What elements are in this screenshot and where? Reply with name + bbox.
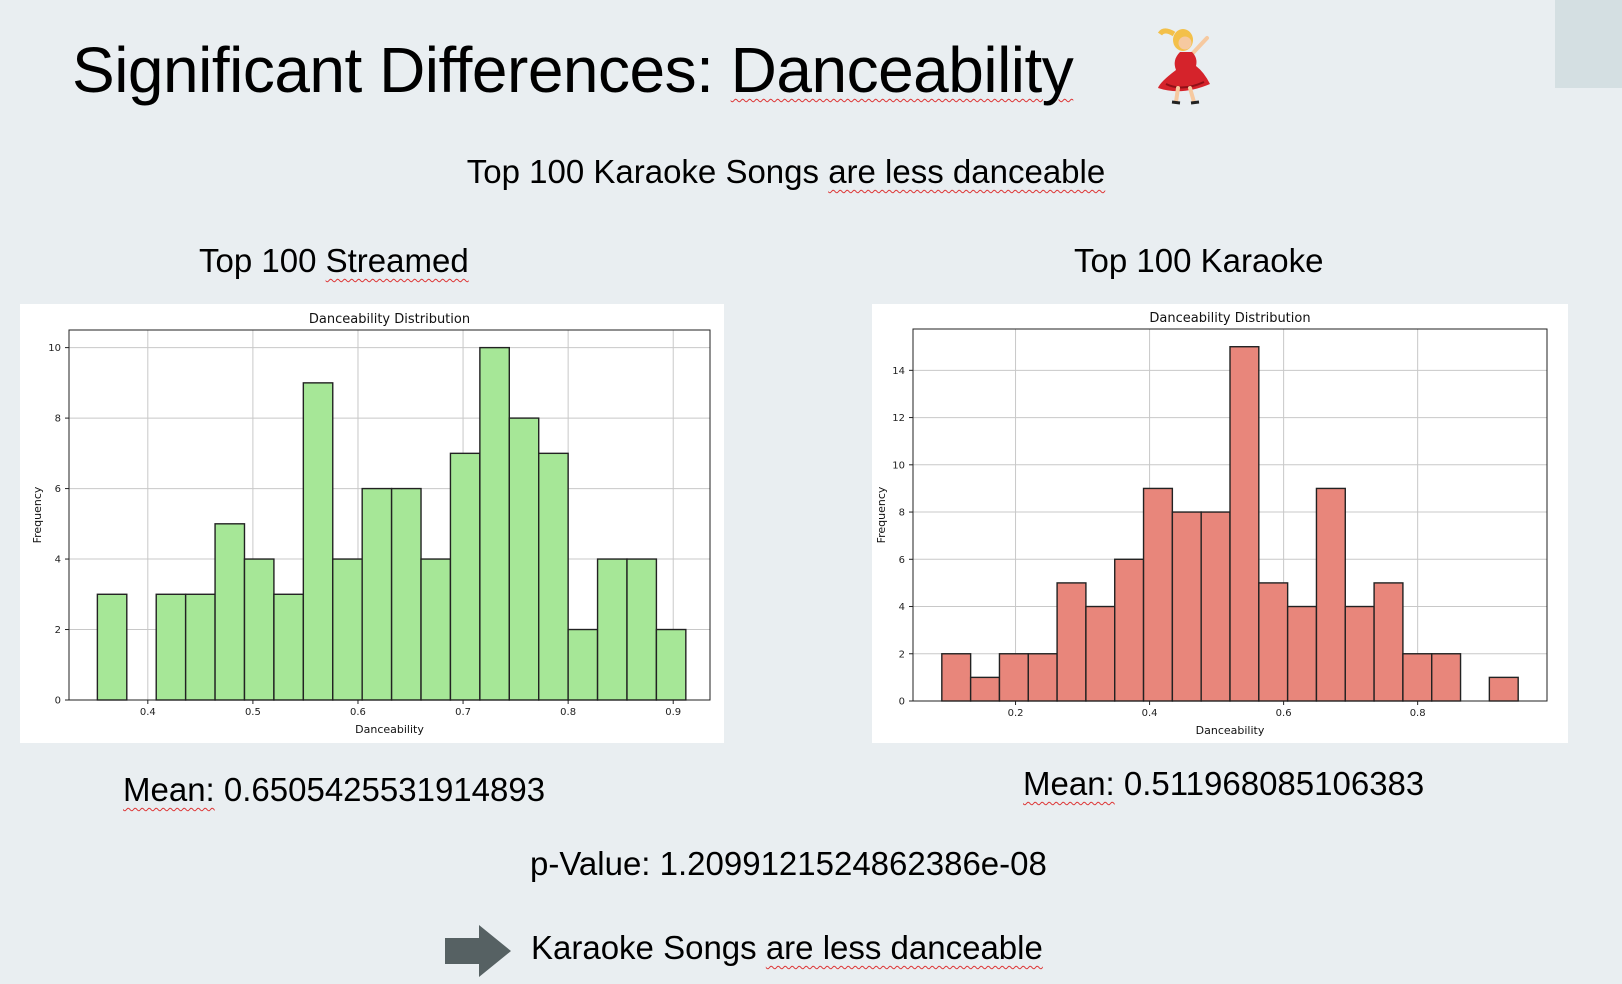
streamed-histogram: 0.4 0.5 0.6 0.7 0.8 0.9 0 2 4 6 8 10 Danceability Di… [20,304,724,743]
x-tick-label: 0.8 [560,707,576,718]
karaoke-histogram: 0.2 0.4 0.6 0.8 0 2 4 6 8 10 12 14 Danceability Dist… [872,304,1568,743]
histogram-bar [184,593,216,701]
histogram-bar [596,558,628,701]
histogram-bar [969,676,1001,702]
histogram-bar [1344,605,1375,702]
histogram-bar [1114,558,1145,702]
right-arrow-icon [443,923,513,979]
left-heading: Top 100 Streamed [199,239,469,283]
karaoke-histogram-svg: 0.2 0.4 0.6 0.8 0 2 4 6 8 10 12 14 Danceability Dist… [875,311,1548,737]
histogram-bar [1085,605,1116,702]
left-heading-lead: Top 100 [199,242,326,279]
histogram-bar [1286,605,1318,702]
left-heading-word: Streamed [325,242,469,279]
conclusion: Karaoke Songs are less danceable [531,926,1043,970]
histogram-bar [998,653,1029,702]
conclusion-lead: Karaoke Songs [531,929,766,966]
histogram-bar [1056,582,1087,702]
y-tick-label: 8 [55,414,61,425]
y-tick-label: 4 [55,555,61,566]
histogram-bar [538,452,569,701]
slide-title: Significant Differences: Danceability [72,30,1074,110]
y-tick-label: 10 [48,343,61,354]
y-tick-label: 4 [899,602,905,613]
histogram-bar [1200,511,1231,702]
histogram-bar [1229,346,1260,702]
x-axis-label: Danceability [1196,724,1265,737]
y-tick-label: 10 [892,460,905,471]
dancer-emoji-icon [1152,26,1222,106]
histogram-bar [655,628,687,701]
histogram-bar [626,558,658,701]
histogram-bar [243,558,275,701]
chart-title: Danceability Distribution [309,312,470,327]
p-value: p-Value: 1.2099121524862386e-08 [530,845,1047,882]
x-tick-label: 0.4 [140,707,156,718]
streamed-histogram-svg: 0.4 0.5 0.6 0.7 0.8 0.9 0 2 4 6 8 10 Danceability Di… [31,312,711,736]
x-tick-label: 0.4 [1142,708,1158,719]
slide-subtitle: Top 100 Karaoke Songs are less danceable [0,150,1572,194]
title-word: Danceability [730,34,1074,106]
histogram-bar [390,487,422,701]
y-tick-label: 0 [899,697,905,708]
histogram-bar [273,593,305,701]
y-tick-label: 0 [55,696,61,707]
title-prefix: Significant Differences: [72,34,731,106]
histogram-bar [941,653,972,702]
histogram-bar [332,558,363,701]
histogram-bar [302,382,334,701]
plot-frame [912,328,1548,702]
subtitle-lead: Top 100 Karaoke Songs [466,153,829,190]
corner-decoration [1555,0,1622,88]
histogram-bar [449,452,481,701]
y-tick-label: 2 [899,649,905,660]
left-mean: Mean: 0.6505425531914893 [123,768,545,812]
histogram-bar [155,593,187,701]
histogram-bar [361,487,393,701]
histogram-bar [1142,487,1174,702]
y-tick-label: 8 [899,508,905,519]
histogram-bar [1315,487,1346,702]
left-mean-label: Mean: [123,771,215,808]
y-axis-label: Frequency [31,486,44,543]
histogram-bar [508,417,540,701]
histogram-bar [1488,676,1519,702]
histogram-bar [1431,653,1462,702]
histogram-bar [96,593,128,701]
histogram-bar [1373,582,1404,702]
right-mean-value: 0.511968085106383 [1114,765,1425,802]
x-tick-label: 0.2 [1008,708,1024,719]
y-tick-label: 2 [55,625,61,636]
x-tick-label: 0.6 [350,707,366,718]
conclusion-tail: are less danceable [765,929,1043,966]
histogram-bar [479,346,510,701]
histogram-bar [1402,653,1433,702]
histogram-bar [1171,511,1202,702]
chart-title: Danceability Distribution [1149,311,1310,326]
histogram-bar [214,523,246,701]
x-tick-label: 0.9 [665,707,681,718]
x-tick-label: 0.7 [455,707,471,718]
y-tick-label: 6 [55,484,61,495]
plot-frame [68,329,711,701]
left-mean-value: 0.6505425531914893 [214,771,546,808]
histogram-bar [1027,653,1058,702]
x-tick-label: 0.5 [245,707,261,718]
x-tick-label: 0.6 [1276,708,1292,719]
right-heading: Top 100 Karaoke [1074,242,1324,279]
histogram-bar [567,628,599,701]
y-tick-label: 12 [892,413,905,424]
histogram-bar [1258,582,1289,702]
y-tick-label: 14 [892,366,905,377]
y-axis-label: Frequency [875,486,888,543]
right-mean: Mean: 0.511968085106383 [1023,762,1424,806]
y-tick-label: 6 [899,555,905,566]
histogram-bar [420,558,452,701]
right-mean-label: Mean: [1023,765,1115,802]
x-axis-label: Danceability [355,723,424,736]
subtitle-tail: are less danceable [828,153,1106,190]
x-tick-label: 0.8 [1410,708,1426,719]
